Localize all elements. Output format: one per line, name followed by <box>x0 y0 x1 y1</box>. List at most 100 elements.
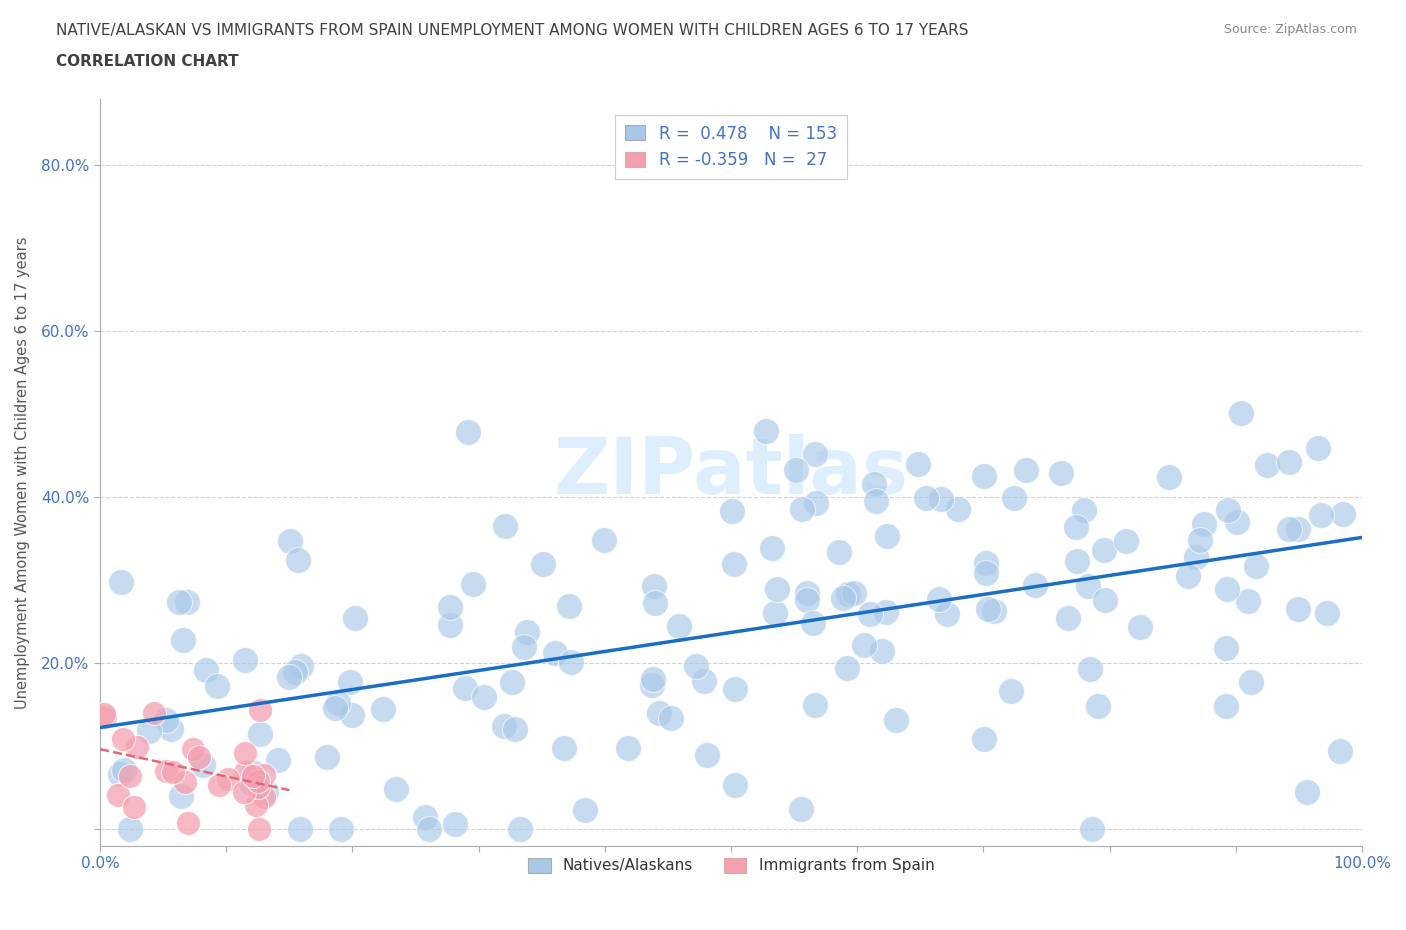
Point <box>233 764 256 779</box>
Point <box>509 822 531 837</box>
Point <box>505 722 527 737</box>
Point <box>217 772 239 787</box>
Point <box>804 698 827 712</box>
Point <box>765 582 787 597</box>
Point <box>170 789 193 804</box>
Point <box>796 592 818 607</box>
Y-axis label: Unemployment Among Women with Children Ages 6 to 17 years: Unemployment Among Women with Children A… <box>15 236 30 709</box>
Point <box>284 665 307 680</box>
Point <box>1331 507 1354 522</box>
Point <box>544 645 567 660</box>
Point <box>1237 594 1260 609</box>
Point <box>724 777 747 792</box>
Point <box>946 501 969 516</box>
Point <box>340 708 363 723</box>
Point <box>280 534 302 549</box>
Point <box>1157 470 1180 485</box>
Point <box>852 638 875 653</box>
Point <box>494 719 516 734</box>
Point <box>461 577 484 591</box>
Point <box>110 766 132 781</box>
Point <box>232 785 254 800</box>
Point <box>804 446 827 461</box>
Point <box>641 671 664 686</box>
Point <box>183 742 205 757</box>
Point <box>207 678 229 693</box>
Point <box>193 757 215 772</box>
Point <box>1177 568 1199 583</box>
Point <box>804 496 827 511</box>
Point <box>439 599 461 614</box>
Point <box>973 469 995 484</box>
Point <box>169 594 191 609</box>
Point <box>870 644 893 658</box>
Point <box>233 745 256 760</box>
Point <box>1215 581 1237 596</box>
Point <box>763 605 786 620</box>
Point <box>796 586 818 601</box>
Point <box>245 798 267 813</box>
Point <box>174 775 197 790</box>
Point <box>668 618 690 633</box>
Point <box>842 586 865 601</box>
Point <box>329 822 352 837</box>
Point <box>558 598 581 613</box>
Point <box>315 750 337 764</box>
Point <box>246 780 269 795</box>
Point <box>1246 559 1268 574</box>
Point <box>1310 508 1333 523</box>
Point <box>1188 533 1211 548</box>
Point <box>1081 822 1104 837</box>
Point <box>249 726 271 741</box>
Point <box>761 540 783 555</box>
Point <box>474 690 496 705</box>
Point <box>1092 542 1115 557</box>
Point <box>531 556 554 571</box>
Point <box>457 424 479 439</box>
Point <box>339 674 361 689</box>
Point <box>1316 605 1339 620</box>
Point <box>413 810 436 825</box>
Point <box>177 816 200 830</box>
Point <box>837 660 859 675</box>
Point <box>724 682 747 697</box>
Point <box>288 822 311 837</box>
Point <box>176 594 198 609</box>
Point <box>693 674 716 689</box>
Point <box>1215 641 1237 656</box>
Point <box>1087 698 1109 713</box>
Point <box>1226 514 1249 529</box>
Point <box>907 457 929 472</box>
Point <box>155 712 177 727</box>
Point <box>443 817 465 831</box>
Point <box>1215 698 1237 713</box>
Point <box>240 776 263 790</box>
Point <box>974 556 997 571</box>
Point <box>94 710 117 724</box>
Point <box>915 491 938 506</box>
Point <box>172 632 194 647</box>
Point <box>328 696 350 711</box>
Point <box>287 552 309 567</box>
Point <box>1216 503 1239 518</box>
Point <box>574 803 596 817</box>
Point <box>1192 516 1215 531</box>
Point <box>253 767 276 782</box>
Point <box>249 702 271 717</box>
Point <box>832 591 855 605</box>
Point <box>643 578 665 593</box>
Point <box>928 591 950 606</box>
Point <box>560 655 582 670</box>
Point <box>1185 550 1208 565</box>
Point <box>696 748 718 763</box>
Point <box>721 504 744 519</box>
Point <box>107 788 129 803</box>
Point <box>1256 458 1278 472</box>
Point <box>790 802 813 817</box>
Point <box>155 764 177 778</box>
Point <box>247 774 270 789</box>
Point <box>828 544 851 559</box>
Text: ZIPatlas: ZIPatlas <box>554 434 908 511</box>
Point <box>188 750 211 764</box>
Point <box>233 653 256 668</box>
